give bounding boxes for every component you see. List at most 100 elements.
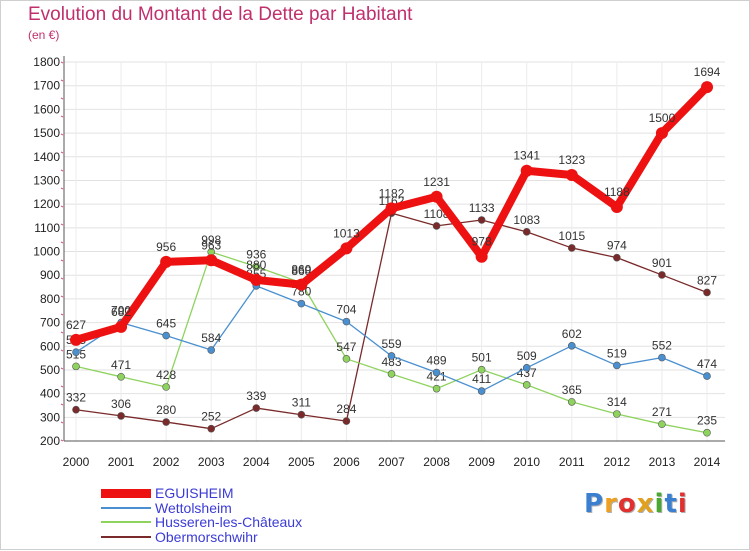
axis-accent-mark — [60, 79, 64, 82]
data-point — [117, 373, 125, 381]
axis-accent-mark — [60, 115, 64, 118]
data-point — [340, 242, 353, 255]
data-label: 471 — [111, 358, 131, 372]
data-label: 645 — [156, 317, 176, 331]
data-point — [565, 168, 578, 181]
axis-accent-mark — [60, 241, 64, 244]
y-tick-label: 1400 — [33, 150, 60, 164]
data-point — [522, 228, 531, 236]
legend: EGUISHEIM Wettolsheim Husseren-les-Château… — [101, 486, 302, 544]
data-label: 411 — [472, 372, 491, 386]
data-label: 827 — [697, 273, 717, 287]
axis-accent-mark — [60, 133, 64, 136]
data-label: 1694 — [694, 65, 721, 79]
data-label: 437 — [517, 366, 537, 380]
data-label: 489 — [427, 354, 447, 368]
legend-item: Wettolsheim — [101, 501, 302, 516]
x-tick-label: 2001 — [108, 455, 135, 469]
data-point — [658, 271, 666, 279]
data-label: 252 — [201, 410, 221, 424]
legend-swatch — [101, 488, 151, 498]
data-label: 311 — [292, 396, 311, 410]
data-point — [295, 278, 308, 291]
data-point — [522, 364, 531, 372]
data-label: 978 — [472, 235, 492, 249]
data-point — [297, 299, 306, 308]
data-label: 559 — [381, 337, 401, 351]
y-tick-label: 500 — [40, 363, 60, 377]
data-point — [387, 352, 396, 360]
data-point — [117, 412, 125, 420]
axis-accent-mark — [60, 61, 64, 64]
x-tick-label: 2013 — [649, 455, 676, 469]
x-tick-label: 2011 — [559, 455, 585, 469]
axis-accent-mark — [60, 97, 64, 100]
data-point — [162, 331, 170, 340]
data-label: 1500 — [649, 111, 676, 125]
data-point — [162, 418, 170, 426]
axis-accent-mark — [60, 313, 64, 316]
data-label: 998 — [201, 233, 221, 247]
legend-label: Obermorschwihr — [155, 528, 258, 545]
x-tick-label: 2010 — [513, 455, 540, 469]
axis-accent-mark — [60, 385, 64, 388]
x-tick-label: 2004 — [243, 455, 270, 469]
legend-label: Wettolsheim — [155, 499, 232, 516]
axis-accent-mark — [60, 223, 64, 226]
data-label: 682 — [111, 305, 131, 319]
data-point — [610, 200, 623, 213]
data-point — [72, 362, 80, 371]
x-tick-label: 2008 — [423, 455, 450, 469]
data-label: 332 — [66, 391, 86, 405]
axis-accent-mark — [60, 187, 64, 190]
data-label: 584 — [201, 331, 221, 345]
data-point — [567, 341, 576, 350]
x-tick-label: 2007 — [378, 455, 405, 469]
data-label: 284 — [336, 402, 356, 416]
data-label: 1015 — [558, 229, 585, 243]
data-point — [342, 317, 351, 326]
legend-item: EGUISHEIM — [101, 486, 302, 501]
data-point — [613, 361, 621, 370]
data-point — [207, 424, 216, 433]
data-label: 868 — [291, 264, 311, 278]
data-point — [655, 127, 668, 140]
axis-accent-mark — [60, 331, 64, 334]
data-label: 963 — [201, 238, 221, 252]
data-label: 474 — [697, 357, 717, 371]
data-point — [567, 398, 576, 406]
data-label: 1323 — [558, 153, 585, 167]
axis-accent-mark — [60, 277, 64, 280]
data-point — [477, 387, 486, 395]
x-tick-label: 2003 — [198, 455, 225, 469]
chart-title: Evolution du Montant de la Dette par Hab… — [28, 4, 413, 25]
data-point — [387, 370, 396, 378]
data-point — [475, 250, 488, 263]
x-tick-label: 2012 — [604, 455, 631, 469]
data-point — [430, 190, 443, 203]
data-label: 1133 — [469, 201, 495, 215]
axis-accent-mark — [60, 169, 64, 172]
axis-accent-mark — [60, 367, 64, 370]
y-tick-label: 800 — [40, 292, 60, 306]
x-tick-label: 2002 — [153, 455, 180, 469]
data-label: 365 — [562, 383, 582, 397]
x-tick-label: 2000 — [63, 455, 90, 469]
data-point — [342, 417, 351, 425]
y-tick-label: 600 — [40, 339, 60, 353]
data-label: 602 — [562, 327, 582, 341]
data-point — [613, 253, 621, 262]
data-point — [160, 255, 173, 268]
data-label: 428 — [156, 368, 176, 382]
data-label: 974 — [607, 239, 627, 253]
data-label: 627 — [66, 318, 86, 332]
axis-accent-mark — [60, 403, 64, 406]
axis-accent-mark — [60, 421, 64, 424]
data-label: 1013 — [333, 226, 360, 240]
data-point — [385, 202, 398, 215]
data-point — [613, 410, 621, 418]
legend-swatch — [101, 506, 151, 509]
data-point — [205, 254, 218, 267]
